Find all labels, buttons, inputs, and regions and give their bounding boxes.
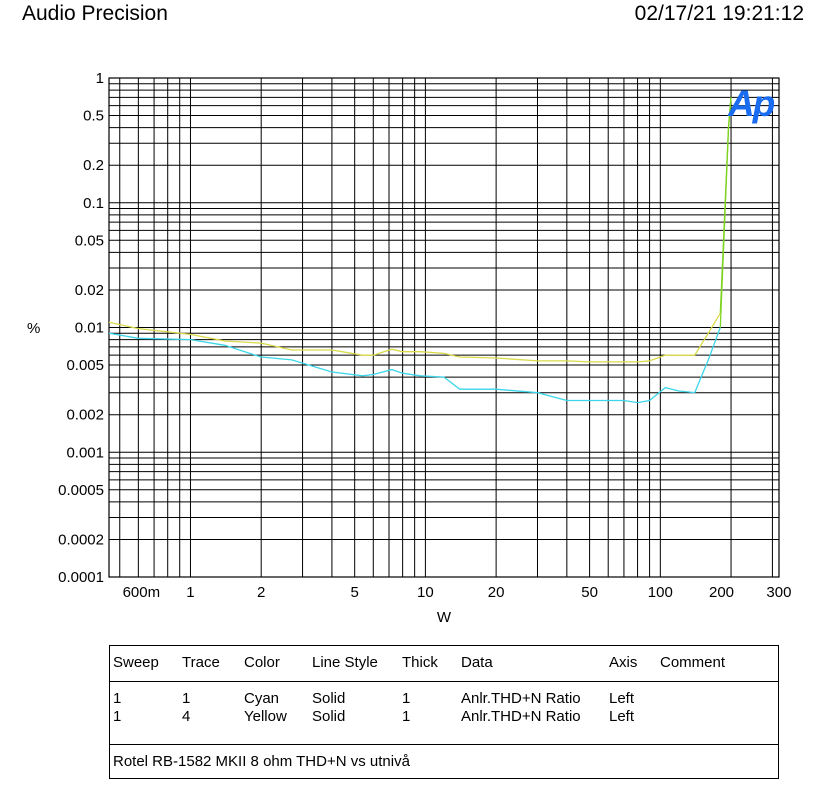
legend-comment: Rotel RB-1582 MKII 8 ohm THD+N vs utnivå [113,753,410,770]
x-tick-label: 50 [581,584,598,601]
y-tick-label: 1 [96,70,104,87]
y-tick-label: 0.0002 [58,531,104,548]
chart-grid [108,77,780,578]
chart-traces [108,97,732,404]
x-tick-label: 600m [123,584,161,601]
legend-cell-thick: 1 [402,690,411,707]
x-tick-label: 20 [488,584,505,601]
header-timestamp: 02/17/21 19:21:12 [634,2,804,25]
y-tick-label: 0.0005 [58,482,104,499]
legend-divider [110,744,778,745]
legend-header-sweep: Sweep [113,654,159,671]
cyan-trace-rise [719,97,732,328]
x-tick-label: 300 [766,584,791,601]
legend-cell-axis: Left [609,708,635,725]
y-tick-label: 0.5 [83,108,104,125]
yellow-trace [108,312,721,363]
y-tick-label: 0.001 [66,444,104,461]
x-tick-label: 100 [648,584,673,601]
y-axis-label: % [27,320,40,337]
legend-table: Sweep Trace Color Line Style Thick Data … [109,645,779,779]
x-tick-label: 2 [257,584,265,601]
x-tick-label: 5 [351,584,359,601]
x-tick-label: 200 [709,584,734,601]
legend-cell-sweep: 1 [113,690,122,707]
y-tick-label: 0.2 [83,157,104,174]
y-tick-label: 0.1 [83,195,104,212]
legend-cell-data: Anlr.THD+N Ratio [461,690,581,707]
header-title: Audio Precision [22,2,168,25]
legend-header-trace: Trace [182,654,220,671]
y-tick-label: 0.01 [75,320,104,337]
legend-header-row: Sweep Trace Color Line Style Thick Data … [110,654,778,674]
y-tick-label: 0.02 [75,282,104,299]
legend-header-thick: Thick [402,654,438,671]
y-tick-label: 0.002 [66,407,104,424]
legend-cell-color: Cyan [244,690,280,707]
legend-cell-trace: 1 [182,690,191,707]
x-axis-label: W [437,609,452,626]
legend-header-color: Color [244,654,280,671]
legend-cell-axis: Left [609,690,635,707]
y-tick-label: 0.005 [66,357,104,374]
legend-cell-trace: 4 [182,708,191,725]
legend-header-data: Data [461,654,493,671]
legend-cell-data: Anlr.THD+N Ratio [461,708,581,725]
y-tick-label: 0.05 [75,232,104,249]
legend-header-comment: Comment [660,654,726,671]
legend-cell-sweep: 1 [113,708,122,725]
x-tick-label: 1 [186,584,194,601]
legend-cell-color: Yellow [244,708,287,725]
y-tick-label: 0.0001 [58,569,104,586]
yellow-trace-rise [719,97,732,314]
legend-row: 1 4 Yellow Solid 1 Anlr.THD+N Ratio Left [110,708,778,726]
chart-tick-labels: 1 0.5 0.2 0.1 0.05 0.02 0.01 0.005 0.002 0.001 0.0… [58,70,791,601]
thd-n-chart: 1 0.5 0.2 0.1 0.05 0.02 0.01 0.005 0.002 0.001 0.0… [27,70,791,626]
legend-header-axis: Axis [609,654,638,671]
ap-logo: Ap [727,83,775,124]
cyan-trace [108,327,721,404]
x-tick-label: 10 [417,584,434,601]
legend-row: 1 1 Cyan Solid 1 Anlr.THD+N Ratio Left [110,690,778,708]
legend-header-line-style: Line Style [312,654,378,671]
legend-cell-line-style: Solid [312,690,346,707]
legend-cell-thick: 1 [402,708,411,725]
legend-divider [110,681,778,682]
legend-cell-line-style: Solid [312,708,346,725]
